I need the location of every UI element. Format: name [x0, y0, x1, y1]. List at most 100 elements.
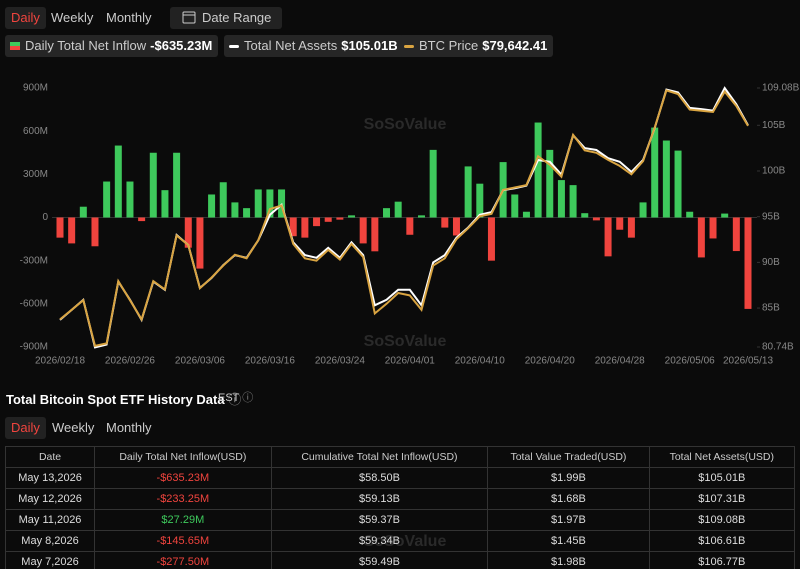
x-tick-label: 2026/03/24	[315, 356, 365, 367]
table-cell: $58.50B	[270, 467, 489, 489]
table-period-tab[interactable]: Monthly	[106, 420, 152, 435]
bar	[452, 217, 460, 236]
column-header: Daily Total Net Inflow(USD)	[94, 446, 272, 468]
bar	[522, 211, 530, 218]
bar	[359, 217, 367, 244]
bar	[429, 149, 437, 218]
y-tick-label: -900M	[20, 342, 48, 353]
bar	[336, 217, 344, 220]
y2-tick-label: 109.08B	[762, 83, 800, 94]
table-cell: May 13,2026	[4, 467, 96, 489]
legend-name: BTC Price	[419, 38, 479, 53]
bar	[161, 190, 169, 218]
legend-item[interactable]: BTC Price $79,642.41	[399, 35, 554, 57]
x-tick-label: 2026/04/01	[385, 356, 435, 367]
bar	[138, 217, 146, 222]
table-cell: $1.98B	[487, 551, 650, 569]
legend-value: -$635.23M	[150, 38, 213, 53]
y2-tick-label: 85B	[762, 303, 780, 314]
legend-item[interactable]: Total Net Assets $105.01B	[224, 35, 404, 57]
bar	[79, 206, 87, 218]
date-range-button[interactable]: Date Range	[170, 7, 282, 29]
bar	[546, 149, 554, 218]
y2-tick-label: 105B	[762, 120, 786, 131]
bar	[278, 189, 286, 218]
table-cell: -$635.23M	[94, 467, 272, 489]
table-row: May 7,2026 -$277.50M $59.49B $1.98B $106.77B	[4, 551, 796, 569]
legend-item[interactable]: Daily Total Net Inflow -$635.23M	[5, 35, 219, 57]
table-cell: May 12,2026	[4, 488, 96, 510]
bar	[126, 181, 134, 218]
bar	[662, 140, 670, 218]
y-tick-label: 300M	[23, 169, 48, 180]
bar	[219, 182, 227, 218]
bar	[103, 181, 111, 218]
column-header: Total Value Traded(USD)	[487, 446, 650, 468]
calendar-icon	[182, 11, 196, 24]
table-cell: May 11,2026	[4, 509, 96, 531]
bar	[604, 217, 612, 257]
table-period-tab[interactable]: Daily	[5, 417, 46, 439]
bar	[254, 189, 262, 218]
bar	[68, 217, 76, 244]
table-cell: $1.68B	[487, 488, 650, 510]
table-cell: -$277.50M	[94, 551, 272, 569]
bar	[709, 217, 717, 239]
y2-tick-label: 90B	[762, 257, 780, 268]
bar	[383, 208, 391, 218]
x-tick-label: 2026/05/06	[665, 356, 715, 367]
y2-tick-label: 80.74B	[762, 342, 794, 353]
bar	[196, 217, 204, 269]
bar	[592, 217, 600, 221]
bar	[441, 217, 449, 228]
legend-name: Daily Total Net Inflow	[25, 38, 147, 53]
watermark: SoSoValue	[364, 333, 447, 350]
bar	[476, 183, 484, 218]
table-cell: -$233.25M	[94, 488, 272, 510]
x-tick-label: 2026/03/06	[175, 356, 225, 367]
column-header: Cumulative Total Net Inflow(USD)	[270, 446, 489, 468]
y2-tick-label: 100B	[762, 166, 786, 177]
bar	[464, 166, 472, 218]
bar	[301, 217, 309, 238]
table-cell: $107.31B	[648, 488, 796, 510]
table-cell: $105.01B	[648, 467, 796, 489]
bar	[487, 217, 495, 261]
bar	[557, 180, 565, 218]
bar	[686, 211, 694, 218]
bar	[313, 217, 321, 227]
table-cell: $106.61B	[648, 530, 796, 552]
x-tick-label: 2026/02/26	[105, 356, 155, 367]
legend-icon	[229, 45, 239, 48]
bar	[289, 217, 297, 237]
legend-value: $105.01B	[341, 38, 398, 53]
x-tick-label: 2026/02/18	[35, 356, 85, 367]
x-tick-label: 2026/04/10	[455, 356, 505, 367]
table-row: May 12,2026 -$233.25M $59.13B $1.68B $107.31…	[4, 488, 796, 510]
bar	[348, 215, 356, 218]
table-cell: $109.08B	[648, 509, 796, 531]
section-title: Total Bitcoin Spot ETF History Data ⓘ	[6, 392, 242, 407]
period-tab[interactable]: Monthly	[106, 10, 152, 25]
bar	[173, 152, 181, 218]
bar	[744, 217, 752, 309]
bar	[114, 145, 122, 218]
bar	[371, 217, 379, 252]
table-period-tab[interactable]: Weekly	[52, 420, 95, 435]
table-cell: $27.29M	[94, 509, 272, 531]
bar	[511, 194, 519, 218]
bar	[91, 217, 99, 247]
bar	[266, 189, 274, 218]
period-tab[interactable]: Weekly	[51, 10, 94, 25]
timezone[interactable]: EST ⓘ	[218, 392, 254, 404]
table-cell: $59.13B	[270, 488, 489, 510]
legend-icon	[10, 42, 20, 50]
legend-value: $79,642.41	[482, 38, 548, 53]
table-header: Date Daily Total Net Inflow(USD) Cumulativ…	[4, 446, 796, 468]
table-cell: -$145.65M	[94, 530, 272, 552]
bar	[243, 208, 251, 218]
table-cell: $106.77B	[648, 551, 796, 569]
period-tab[interactable]: Daily	[5, 7, 46, 29]
